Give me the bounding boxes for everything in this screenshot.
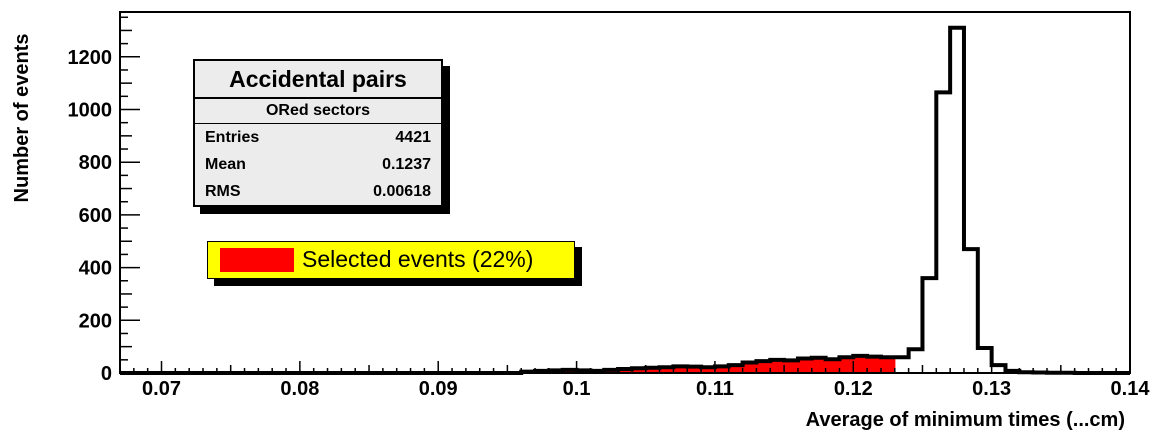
y-tick-labels: 0 200 400 600 800 1000 1200 <box>68 47 113 385</box>
y-tick-label: 200 <box>79 310 112 332</box>
x-tick-label: 0.07 <box>142 378 181 400</box>
selected-bar <box>659 367 675 373</box>
stats-row-mean: Mean 0.1237 <box>195 151 441 178</box>
selected-bar <box>880 357 896 373</box>
stats-label: Entries <box>205 128 260 146</box>
histogram-bars <box>521 355 896 373</box>
y-tick-label: 1000 <box>68 99 113 121</box>
x-tick-label: 0.14 <box>1111 378 1151 400</box>
selected-bar <box>867 356 882 373</box>
y-tick-label: 0 <box>101 363 112 385</box>
plot-frame <box>119 11 1131 374</box>
selected-bar <box>756 361 771 373</box>
y-axis-label: Number of events <box>11 34 33 203</box>
legend-label: Selected events (22%) <box>302 246 534 272</box>
selected-bar <box>797 358 813 373</box>
x-tick-label: 0.1 <box>563 378 591 400</box>
stats-label: RMS <box>205 182 241 200</box>
selected-bar <box>701 367 716 373</box>
x-axis-label: Average of minimum times (...cm) <box>806 409 1125 431</box>
y-tick-label: 800 <box>79 152 112 174</box>
stats-title: Accidental pairs <box>195 61 441 99</box>
selected-bar <box>714 366 730 373</box>
stats-row-rms: RMS 0.00618 <box>195 178 441 205</box>
y-tick-label: 1200 <box>68 47 113 69</box>
selected-bar <box>811 357 827 373</box>
x-tick-label: 0.12 <box>834 378 873 400</box>
stats-value: 4421 <box>395 128 431 146</box>
selected-bar <box>742 362 758 373</box>
selected-bar <box>687 366 702 373</box>
stats-box: Accidental pairs ORed sectors Entries 44… <box>193 59 443 207</box>
legend-swatch <box>220 248 294 272</box>
selected-bar <box>839 357 854 373</box>
selected-bar <box>825 359 841 373</box>
stats-value: 0.1237 <box>382 155 431 173</box>
selected-bar <box>631 368 647 373</box>
x-tick-label: 0.09 <box>419 378 458 400</box>
stats-value: 0.00618 <box>373 182 431 200</box>
selected-bar <box>784 360 799 373</box>
stats-label: Mean <box>205 155 246 173</box>
stats-row-entries: Entries 4421 <box>195 124 441 151</box>
x-tick-label: 0.11 <box>696 378 734 400</box>
selected-bar <box>853 355 868 373</box>
selected-bar <box>645 367 661 373</box>
x-tick-label: 0.13 <box>972 378 1011 400</box>
axis-ticks <box>119 16 1131 374</box>
selected-bar <box>728 365 744 373</box>
y-tick-label: 600 <box>79 205 112 227</box>
y-tick-label: 400 <box>79 258 112 280</box>
legend-box: Selected events (22%) <box>207 241 575 279</box>
x-tick-label: 0.08 <box>280 378 319 400</box>
selected-bar <box>673 366 688 373</box>
selected-bar <box>770 359 785 373</box>
x-tick-labels: 0.07 0.08 0.09 0.1 0.11 0.12 0.13 0.14 <box>142 378 1150 400</box>
stats-subtitle: ORed sectors <box>195 99 441 124</box>
